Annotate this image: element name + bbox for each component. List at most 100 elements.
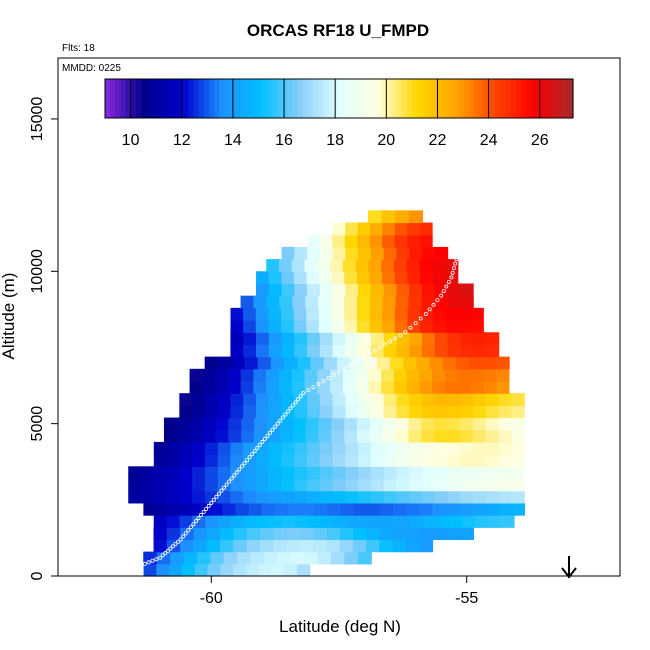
heatmap-cell (472, 417, 487, 431)
heatmap-cell (255, 344, 270, 358)
heatmap-cell (511, 502, 525, 516)
heatmap-cell (379, 539, 394, 553)
heatmap-cell (176, 417, 191, 431)
colorbar-segment (552, 79, 558, 118)
heatmap-cell (327, 502, 342, 516)
colorbar-segment (411, 79, 418, 118)
heatmap-cell (470, 380, 484, 394)
heatmap-cell (446, 527, 461, 541)
heatmap-cell (183, 551, 198, 565)
heatmap-cell (442, 356, 457, 370)
heatmap-cell (433, 527, 448, 541)
heatmap-cell (281, 320, 295, 333)
heatmap-cell (179, 515, 193, 528)
heatmap-cell (293, 271, 308, 285)
heatmap-cell (344, 417, 358, 431)
heatmap-cell (230, 405, 244, 419)
heatmap-cell (228, 417, 242, 431)
heatmap-cell (230, 344, 244, 358)
heatmap-cell (206, 539, 221, 553)
heatmap-cell (254, 417, 268, 431)
heatmap-cell (304, 259, 318, 272)
colorbar-segment (365, 79, 371, 118)
heatmap-cell (356, 320, 371, 333)
heatmap-cell (317, 259, 331, 272)
heatmap-cell (294, 344, 308, 358)
flight-track-point (285, 409, 290, 414)
heatmap-cell (243, 466, 257, 480)
heatmap-cell (286, 539, 301, 553)
heatmap-cell (511, 490, 525, 504)
heatmap-cell (434, 332, 449, 346)
colorbar-segment (417, 79, 423, 118)
heatmap-cell (330, 368, 344, 382)
heatmap-cell (215, 417, 229, 431)
heatmap-cell (143, 563, 157, 577)
heatmap-cell (319, 454, 334, 467)
colorbar-segment (302, 79, 309, 118)
heatmap-cell (230, 515, 245, 528)
heatmap-cell (166, 539, 181, 553)
heatmap-cell (230, 307, 244, 321)
flight-track-point (449, 275, 454, 280)
heatmap-cell (395, 295, 410, 309)
colorbar-segment (292, 79, 298, 118)
colorbar-segment (146, 79, 153, 118)
colorbar-segment (375, 79, 382, 118)
heatmap-cell (220, 563, 234, 577)
heatmap-cell (422, 466, 436, 480)
colorbar-tick-label: 20 (377, 132, 395, 149)
heatmap-cell (291, 380, 306, 394)
heatmap-cell (498, 502, 512, 516)
flight-track-point (176, 539, 181, 544)
heatmap-cell (209, 502, 223, 516)
heatmap-cell (290, 551, 305, 565)
heatmap-cell (406, 380, 421, 394)
heatmap-cell (243, 515, 258, 528)
flight-track-point (199, 513, 204, 518)
flight-track-point (188, 525, 193, 530)
heatmap-cell (472, 429, 487, 443)
flight-track-point (377, 345, 382, 350)
heatmap-cell (345, 246, 359, 260)
heatmap-cell (255, 393, 270, 406)
heatmap-cell (460, 454, 474, 467)
flight-track-point (146, 560, 151, 565)
flight-track-point (326, 375, 331, 380)
flight-track-point (454, 257, 459, 262)
heatmap-cell (266, 295, 280, 309)
heatmap-cells (128, 210, 525, 577)
heatmap-cell (230, 441, 244, 455)
colorbar-tick-label: 26 (531, 132, 549, 149)
heatmap-cell (370, 466, 385, 480)
heatmap-cell (317, 551, 332, 565)
heatmap-cell (169, 563, 183, 577)
flight-track-point (441, 289, 446, 294)
heatmap-cell (345, 332, 359, 346)
heatmap-cell (166, 527, 181, 541)
heatmap-cell (358, 441, 372, 455)
heatmap-cell (266, 368, 280, 382)
heatmap-cell (230, 490, 244, 504)
flight-track-point (316, 382, 321, 387)
heatmap-cell (153, 515, 168, 528)
heatmap-cell (231, 356, 245, 370)
flight-track-point (211, 497, 216, 502)
flight-track-point (158, 555, 163, 560)
heatmap-cell (419, 234, 433, 248)
heatmap-cell (346, 515, 361, 528)
heatmap-cell (319, 283, 334, 297)
colorbar-segment (443, 79, 449, 118)
heatmap-cell (495, 356, 510, 370)
heatmap-cell (383, 441, 398, 455)
heatmap-cell (406, 368, 421, 382)
heatmap-cell (233, 539, 248, 553)
heatmap-cell (488, 515, 502, 528)
heatmap-cell (253, 368, 267, 382)
heatmap-cell (449, 515, 464, 528)
heatmap-cell (383, 490, 398, 504)
colorbar-segment (235, 79, 241, 118)
heatmap-cell (332, 454, 346, 467)
flight-track-point (462, 229, 467, 234)
colorbar-segment (125, 79, 132, 118)
